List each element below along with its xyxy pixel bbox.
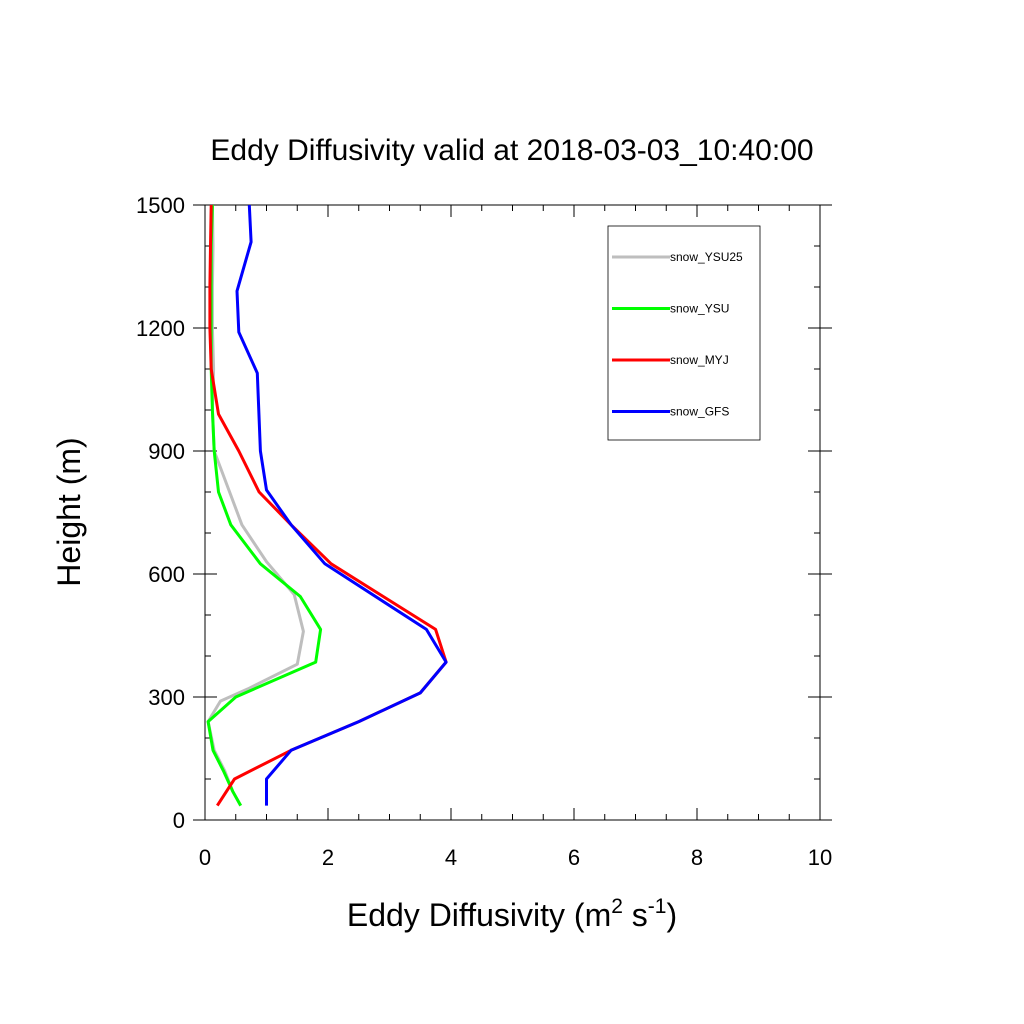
legend-label: snow_MYJ <box>670 353 729 367</box>
legend-label: snow_GFS <box>670 405 729 419</box>
x-axis-label: Eddy Diffusivity (m2 s-1) <box>347 895 677 933</box>
x-tick-label: 10 <box>808 845 832 870</box>
y-tick-label: 1200 <box>136 316 185 341</box>
x-tick-label: 8 <box>691 845 703 870</box>
axis-ticks <box>193 204 832 821</box>
y-tick-label: 1500 <box>136 193 185 218</box>
x-tick-labels: 0 2 4 6 8 10 <box>199 845 832 870</box>
x-tick-label: 4 <box>445 845 457 870</box>
y-tick-labels: 0 300 600 900 1200 1500 <box>136 193 185 833</box>
y-tick-label: 300 <box>148 685 185 710</box>
series-line-snow_GFS <box>235 204 448 806</box>
legend: snow_YSU25 snow_YSU snow_MYJ snow_GFS <box>607 225 761 441</box>
legend-label: snow_YSU <box>670 302 729 316</box>
x-tick-label: 6 <box>568 845 580 870</box>
x-tick-label: 2 <box>322 845 334 870</box>
y-tick-label: 900 <box>148 439 185 464</box>
series-line-snow_YSU <box>206 204 323 807</box>
x-tick-label: 0 <box>199 845 211 870</box>
series-lines <box>206 204 448 807</box>
legend-box <box>607 225 761 441</box>
x-axis-label-prefix: Eddy Diffusivity (m <box>347 897 611 933</box>
x-axis-label-middle: s <box>623 897 648 933</box>
y-tick-label: 600 <box>148 562 185 587</box>
x-axis-label-exponent-2: -1 <box>648 895 667 918</box>
chart-title: Eddy Diffusivity valid at 2018-03-03_10:… <box>210 134 813 167</box>
x-axis-label-suffix: ) <box>666 897 677 933</box>
series-line-snow_MYJ <box>208 204 448 807</box>
y-axis-label: Height (m) <box>51 437 87 586</box>
legend-label: snow_YSU25 <box>670 250 743 264</box>
y-tick-label: 0 <box>173 808 185 833</box>
x-axis-label-exponent-1: 2 <box>611 895 623 918</box>
